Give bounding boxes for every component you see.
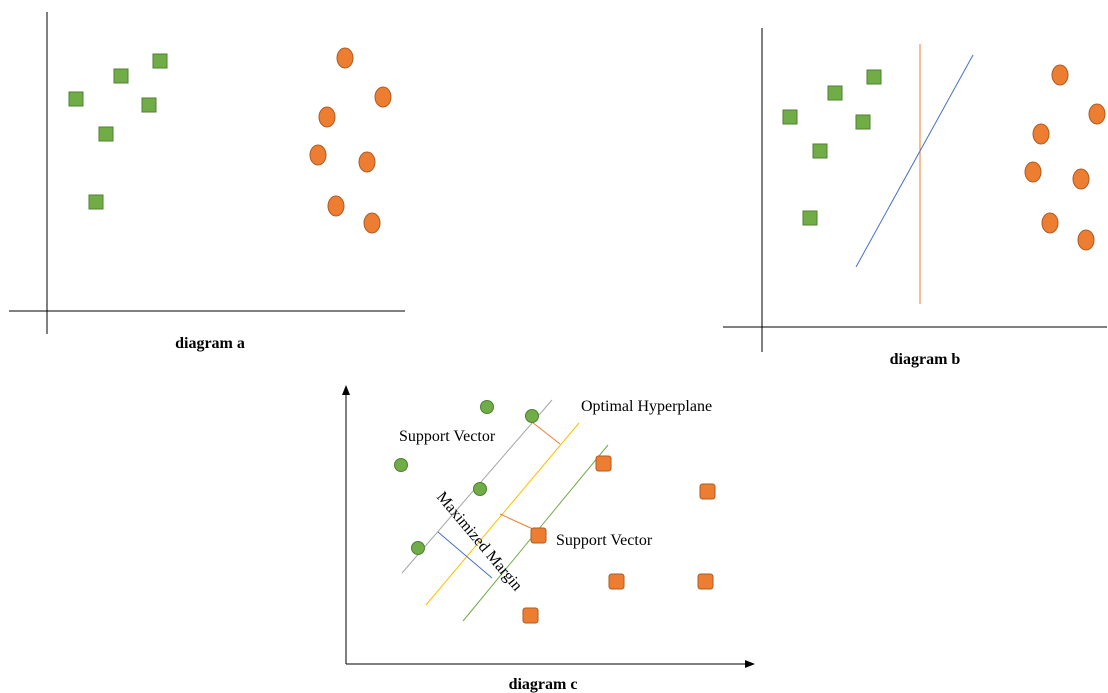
diagram-c-circle-point — [394, 458, 408, 472]
diagram-a: diagram a — [9, 12, 405, 352]
diagram-c-square-point — [595, 455, 612, 472]
diagram-c-square-point — [699, 483, 716, 500]
diagram-c-caption: diagram c — [509, 676, 578, 693]
diagram-b-circle-point — [1051, 64, 1069, 86]
diagram-c-square-point — [697, 573, 714, 590]
diagram-c-maximized-margin-line — [437, 531, 493, 579]
diagram-c-optimal-hyperplane-label: Optimal Hyperplane — [581, 398, 712, 415]
diagram-c-support-vector-label-bottom: Support Vector — [556, 532, 653, 549]
diagram-b-caption: diagram b — [890, 351, 961, 368]
diagram-a-circle-point — [358, 151, 376, 173]
diagram-b-circle-point — [1072, 168, 1090, 190]
diagram-a-square-point — [88, 194, 104, 210]
diagram-c-support-vector-circle-point — [525, 409, 539, 423]
diagram-a-square-point — [68, 91, 84, 107]
diagram-c-circle-point — [473, 482, 487, 496]
diagram-a-circle-point — [374, 86, 392, 108]
diagram-a-square-point — [98, 126, 114, 142]
diagram-a-circle-point — [336, 47, 354, 69]
diagram-c-maximized-margin-label: Maximized Margin — [433, 489, 526, 595]
diagram-c-support-tick-top — [531, 421, 561, 445]
diagram-b-circle-point — [1041, 212, 1059, 234]
diagram-a-square-point — [113, 68, 129, 84]
diagram-a-circle-point — [363, 212, 381, 234]
diagram-c-square-point — [608, 573, 625, 590]
diagram-b-circle-point — [1032, 123, 1050, 145]
diagram-c-class-square-points — [522, 455, 716, 624]
diagram-b-class-circle-points — [1024, 64, 1106, 251]
diagram-b-square-point — [782, 109, 798, 125]
diagram-b-diagonal-separator — [855, 54, 974, 268]
diagram-c-support-vector-label-top: Support Vector — [399, 428, 496, 445]
diagram-c-circle-point — [480, 400, 494, 414]
diagram-b-square-point — [802, 210, 818, 226]
diagram-c-y-axis-arrowhead — [342, 385, 350, 395]
diagram-a-circle-point — [309, 144, 327, 166]
diagram-b-circle-point — [1088, 103, 1106, 125]
diagram-b-square-point — [812, 143, 828, 159]
diagram-b-square-point — [827, 85, 843, 101]
diagram-c-support-tick-bottom — [499, 513, 536, 531]
diagram-a-circle-point — [327, 195, 345, 217]
diagram-c-x-axis-arrowhead — [745, 660, 755, 668]
diagram-c: Optimal Hyperplane Support Vector Suppor… — [342, 385, 755, 693]
diagram-a-class-square-points — [68, 53, 168, 210]
diagram-b-circle-point — [1077, 229, 1095, 251]
diagram-b-square-point — [855, 114, 871, 130]
diagram-a-square-point — [152, 53, 168, 69]
diagram-c-circle-point — [411, 541, 425, 555]
diagram-b-square-point — [866, 69, 882, 85]
diagram-a-caption: diagram a — [175, 335, 245, 352]
diagram-b: diagram b — [723, 28, 1107, 368]
diagram-b-class-square-points — [782, 69, 882, 226]
diagram-c-class-circle-points — [394, 400, 539, 555]
diagram-a-circle-point — [318, 106, 336, 128]
diagram-a-square-point — [141, 97, 157, 113]
diagram-a-class-circle-points — [309, 47, 392, 234]
diagram-c-square-point — [522, 607, 539, 624]
diagram-b-circle-point — [1024, 161, 1042, 183]
diagram-c-support-vector-square-point — [530, 527, 547, 544]
diagram-c-optimal-hyperplane-line — [425, 422, 580, 606]
